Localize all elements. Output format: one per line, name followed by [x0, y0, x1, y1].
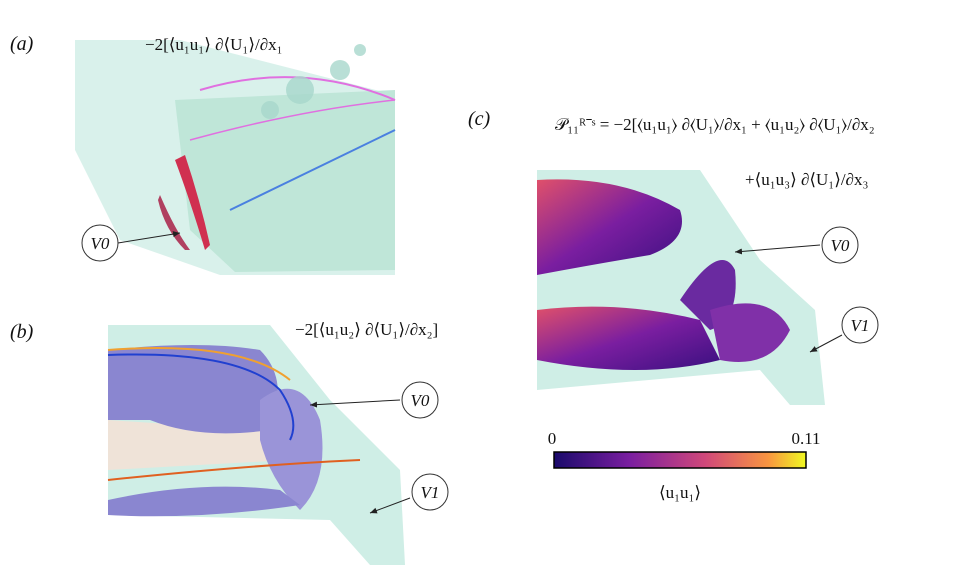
equation: +⟨u₁u₃⟩ ∂⟨U₁⟩/∂x₃	[745, 170, 868, 189]
panel-b: (b) −2[⟨u₁u₂⟩ ∂⟨U₁⟩/∂x₂] V0 V1	[10, 320, 449, 565]
annotation: V0	[91, 234, 110, 253]
colorbar: 0 0.11 ⟨u₁u₁⟩	[548, 429, 821, 502]
annotation: V0	[831, 236, 850, 255]
panel-a: (a) −2[⟨u₁u₁⟩ ∂⟨U₁⟩/∂x₁ V0	[10, 33, 396, 275]
panel-label: (c)	[468, 108, 491, 130]
colorbar-label: ⟨u₁u₁⟩	[659, 483, 701, 502]
panel-label: (b)	[10, 321, 34, 343]
annotation: V1	[851, 316, 870, 335]
equation: −2[⟨u₁u₂⟩ ∂⟨U₁⟩/∂x₂]	[295, 320, 438, 339]
annotation: V1	[421, 483, 440, 502]
equation: 𝒫₁₁ᴿ⁻ˢ = −2[⟨u₁u₁⟩ ∂⟨U₁⟩/∂x₁ + ⟨u₁u₂⟩ ∂⟨…	[555, 115, 875, 134]
panel-c: (c) 𝒫₁₁ᴿ⁻ˢ = −2[⟨u₁u₁⟩ ∂⟨U₁⟩/∂x₁ + ⟨u₁u₂…	[468, 108, 879, 405]
annotation: V0	[411, 391, 430, 410]
equation: −2[⟨u₁u₁⟩ ∂⟨U₁⟩/∂x₁	[145, 35, 283, 54]
panel-label: (a)	[10, 33, 34, 55]
colorbar-min: 0	[548, 429, 557, 448]
colorbar-max: 0.11	[791, 429, 820, 448]
